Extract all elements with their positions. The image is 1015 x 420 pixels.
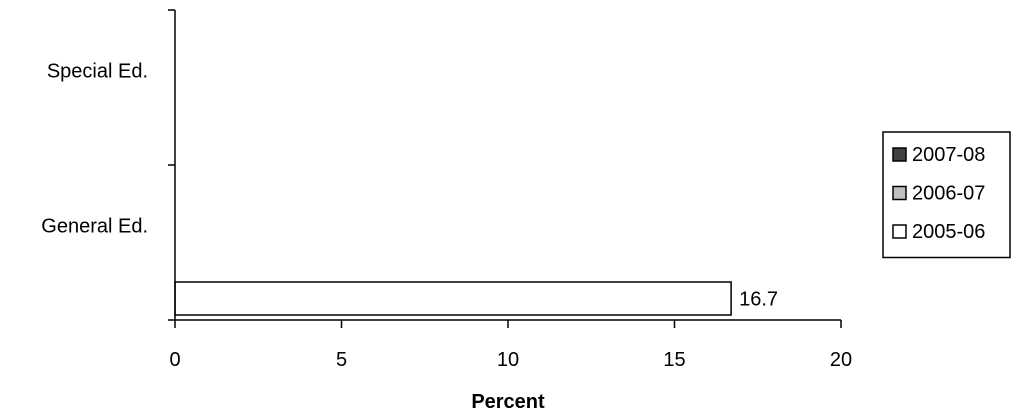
x-tick-label-10: 10 xyxy=(497,349,519,371)
labels-layer: 16.7 xyxy=(739,289,778,311)
x-tick-label-15: 15 xyxy=(663,349,685,371)
legend-swatch xyxy=(892,224,907,239)
legend: 2007-08 2006-07 2005-06 xyxy=(882,131,1011,259)
legend-item-2006-07: 2006-07 xyxy=(892,183,985,205)
y-tick-label-special-ed: Special Ed. xyxy=(47,61,148,83)
legend-item-2007-08: 2007-08 xyxy=(892,144,985,166)
legend-label: 2005-06 xyxy=(912,221,985,243)
bars-layer xyxy=(174,281,732,316)
data-label-2005-06-general-ed: 16.7 xyxy=(739,289,778,311)
bar-2005-06-general-ed xyxy=(174,281,732,316)
x-tick-label-5: 5 xyxy=(336,349,347,371)
x-tick-label-0: 0 xyxy=(169,349,180,371)
legend-item-2005-06: 2005-06 xyxy=(892,221,985,243)
y-tick-label-general-ed: General Ed. xyxy=(41,216,148,238)
x-axis-title: Percent xyxy=(471,391,545,413)
x-tick-label-20: 20 xyxy=(830,349,852,371)
axes-layer: Special Ed. General Ed. 0 5 10 15 20 xyxy=(41,9,852,371)
legend-swatch xyxy=(892,185,907,201)
legend-label: 2007-08 xyxy=(912,144,985,166)
legend-swatch xyxy=(892,147,907,162)
legend-label: 2006-07 xyxy=(912,183,985,205)
